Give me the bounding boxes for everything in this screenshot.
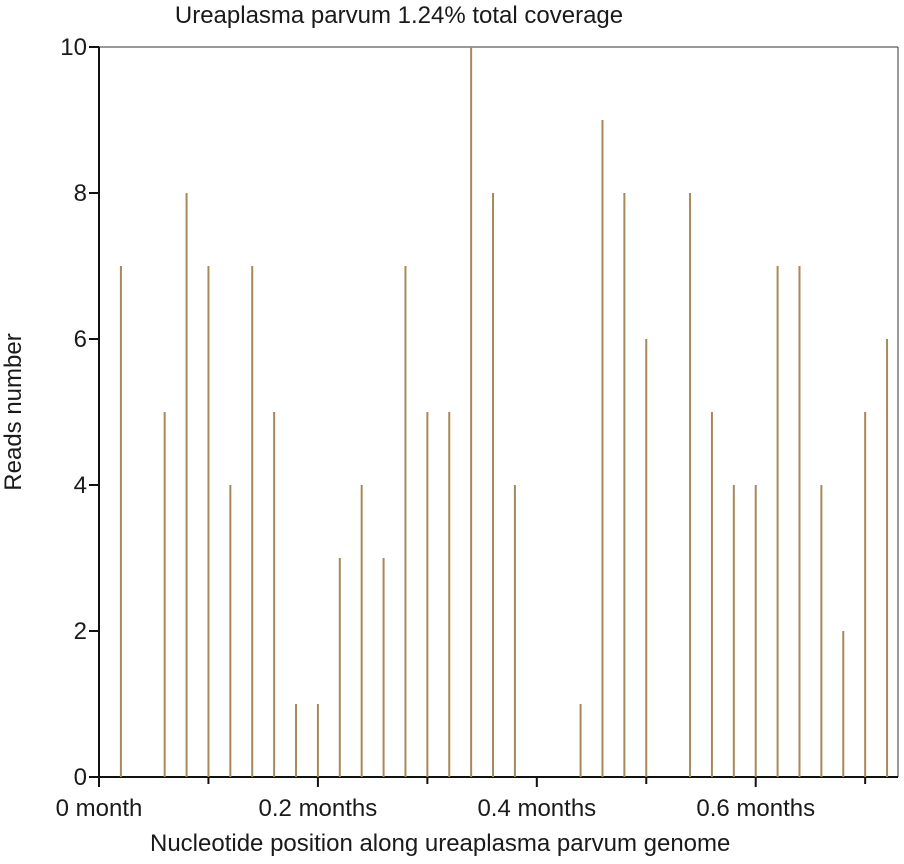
y-tick-label: 4: [74, 472, 87, 499]
y-tick-label: 0: [74, 764, 87, 791]
chart-title: Ureaplasma parvum 1.24% total coverage: [174, 2, 624, 29]
x-tick-label: 0.4 months: [477, 795, 596, 822]
x-tick-label: 0.6 months: [696, 795, 815, 822]
y-tick-label: 6: [74, 326, 87, 353]
x-axis-title: Nucleotide position along ureaplasma par…: [150, 830, 731, 857]
y-tick-label: 10: [60, 34, 87, 61]
x-tick-label: 0 month: [56, 795, 143, 822]
x-tick-label: 0.2 months: [259, 795, 378, 822]
y-tick-label: 2: [74, 618, 87, 645]
y-tick-label: 8: [74, 180, 87, 207]
